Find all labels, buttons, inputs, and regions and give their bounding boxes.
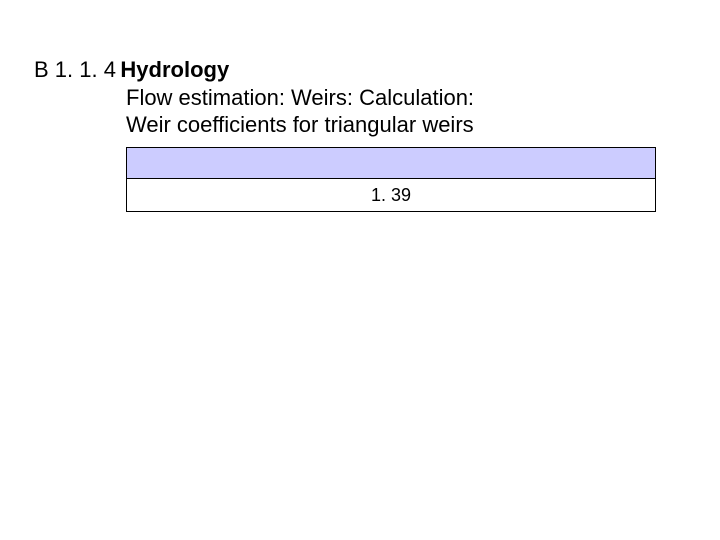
table-header-row [127, 148, 656, 179]
subtitle-line-2: Weir coefficients for triangular weirs [126, 111, 674, 139]
subtitle-line-1: Flow estimation: Weirs: Calculation: [126, 84, 674, 112]
table-value-cell: 1. 39 [127, 179, 656, 212]
section-title: Hydrology [120, 57, 229, 82]
table-value-row: 1. 39 [127, 179, 656, 212]
heading-block: B 1. 1. 4 Hydrology Flow estimation: Wei… [34, 56, 674, 139]
slide: B 1. 1. 4 Hydrology Flow estimation: Wei… [0, 0, 720, 540]
coefficient-table-container: 1. 39 [126, 147, 656, 212]
table-header-cell [127, 148, 656, 179]
coefficient-table: 1. 39 [126, 147, 656, 212]
section-code: B 1. 1. 4 [34, 57, 116, 82]
